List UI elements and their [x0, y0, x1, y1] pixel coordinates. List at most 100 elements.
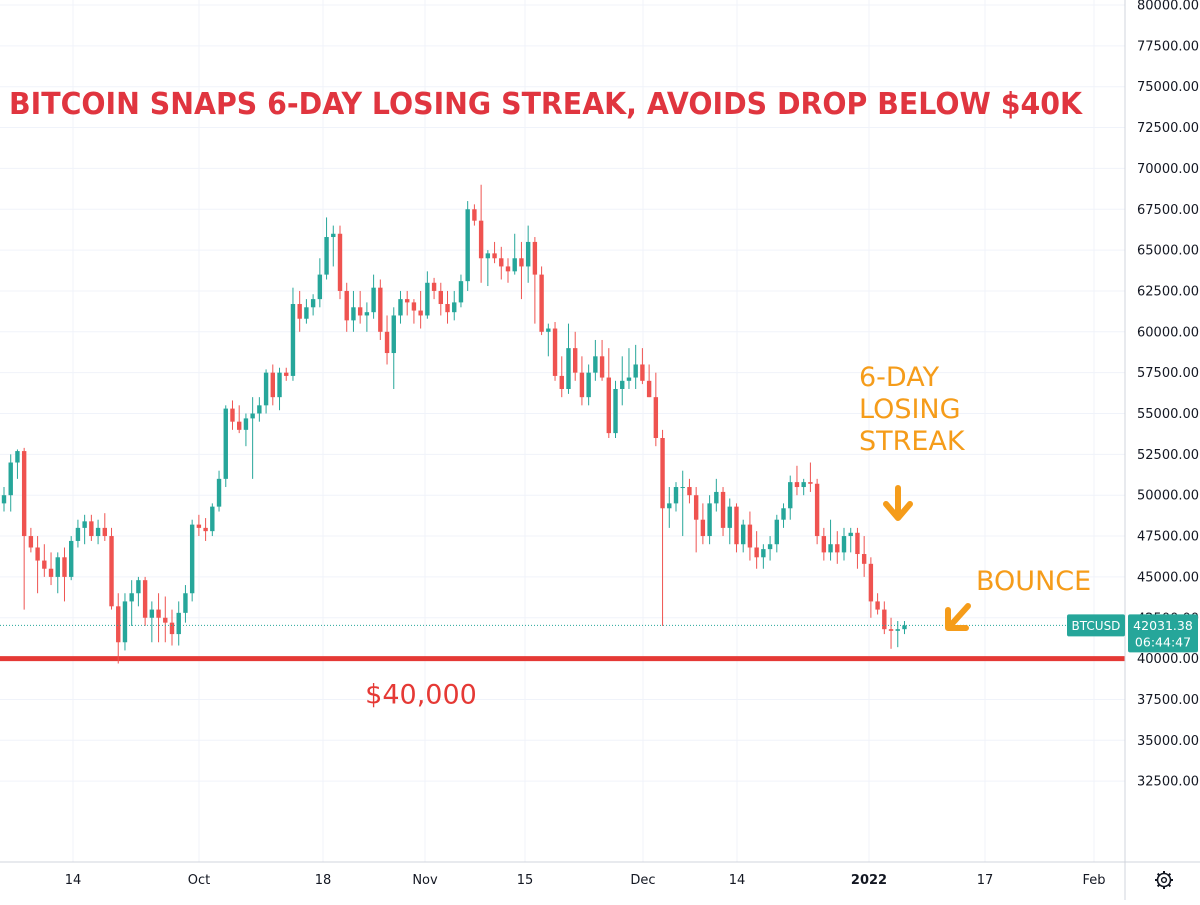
candle [324, 217, 329, 280]
y-tick-label: 52500.00 [1137, 448, 1199, 463]
price-tag [1128, 614, 1198, 653]
candle [304, 299, 309, 324]
candle [331, 225, 336, 267]
candle [465, 201, 470, 291]
candle-body [485, 253, 491, 259]
candle-body [89, 521, 94, 537]
candle-body [888, 629, 894, 631]
candle-body [21, 451, 27, 537]
candle [599, 339, 605, 381]
candle-body [465, 209, 470, 282]
y-tick-label: 67500.00 [1137, 203, 1199, 218]
candle [431, 277, 437, 300]
y-tick-label: 72500.00 [1137, 121, 1199, 136]
candle [774, 514, 779, 553]
candle-body [794, 482, 800, 488]
candle [532, 237, 538, 324]
candle-body [183, 593, 188, 613]
candle-body [250, 413, 255, 419]
candle-body [855, 532, 860, 555]
candle-body [640, 364, 645, 381]
gear-ring [1156, 872, 1172, 888]
candle-body [290, 304, 296, 376]
x-tick-label: 15 [517, 873, 534, 888]
candle [425, 271, 430, 319]
candle [364, 302, 370, 332]
candle [189, 519, 195, 602]
candle [814, 478, 820, 545]
candle-body [203, 527, 208, 532]
candle [163, 596, 168, 643]
candle [593, 339, 598, 381]
candle-body [378, 287, 383, 332]
candle-body [505, 266, 511, 272]
candle [95, 519, 101, 545]
candle [109, 527, 114, 610]
candle [384, 315, 390, 365]
candle-body [196, 524, 202, 528]
candle-body [902, 625, 907, 630]
candle [149, 601, 155, 643]
y-tick-label: 70000.00 [1137, 162, 1199, 177]
candle [445, 290, 450, 324]
candle [472, 204, 477, 226]
candle [210, 503, 215, 537]
candle [559, 356, 564, 398]
candle [458, 274, 464, 308]
candle [673, 482, 679, 512]
candle [700, 503, 706, 545]
candle-body [747, 524, 753, 548]
candle [720, 487, 726, 537]
candle [398, 290, 403, 324]
candle-body [882, 609, 887, 630]
gear-tooth [1156, 872, 1161, 877]
candle [357, 290, 363, 324]
candle-body [277, 372, 282, 398]
candle [371, 274, 376, 319]
candle-body [351, 307, 356, 321]
candle-body [693, 495, 699, 520]
streak-annotation-line: LOSING [859, 394, 961, 425]
candle-body [270, 372, 275, 398]
candle [250, 397, 255, 479]
x-tick-label: 2022 [851, 873, 887, 888]
gear-tooth [1167, 872, 1172, 877]
candle [317, 258, 323, 308]
candle-body [263, 372, 269, 406]
candle-body [767, 544, 773, 550]
candle-body [801, 482, 806, 488]
candle [801, 478, 806, 496]
last-price-label: 42031.38 [1133, 618, 1193, 633]
candle [230, 400, 235, 430]
x-tick-label: Feb [1082, 873, 1105, 888]
settings-gear-icon[interactable] [1155, 871, 1173, 889]
candle [89, 514, 94, 541]
candle-layer [0, 184, 1125, 664]
candle [452, 290, 457, 321]
candle [344, 282, 349, 332]
annotation-layer: $40,000 BITCOIN SNAPS 6-DAY LOSING STREAK… [9, 87, 1091, 711]
candle-body [660, 438, 665, 509]
y-tick-label: 75000.00 [1137, 80, 1199, 95]
candle-body [116, 606, 121, 643]
candle-body [169, 622, 175, 635]
candle [310, 294, 316, 316]
candle [270, 364, 275, 406]
candle [42, 544, 47, 577]
candle [525, 225, 531, 283]
candle-body [519, 258, 524, 267]
candle-body [304, 307, 309, 319]
countdown-label: 06:44:47 [1135, 634, 1191, 649]
candle [183, 585, 188, 623]
y-tick-label: 50000.00 [1137, 489, 1199, 504]
candle-body [646, 380, 652, 398]
arrow-head [945, 607, 969, 631]
candle-body [109, 536, 114, 607]
candle-body [714, 491, 719, 504]
candle [741, 519, 746, 553]
candle [129, 580, 134, 626]
candle-body [492, 253, 497, 259]
candle-body [418, 310, 423, 316]
